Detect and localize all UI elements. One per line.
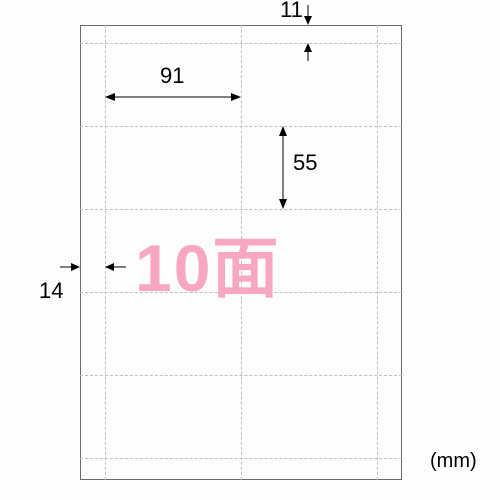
grid-h-bottom-margin	[80, 458, 402, 459]
dim-cell-width-arrow	[105, 90, 241, 104]
grid-h-2	[80, 209, 402, 210]
grid-h-4	[80, 375, 402, 376]
diagram-canvas: 11 91 55 14 10面 (mm)	[0, 0, 500, 500]
dim-cell-width-label: 91	[160, 63, 184, 89]
dim-cell-height-label: 55	[293, 150, 317, 176]
dim-cell-height-arrow	[276, 126, 290, 209]
dim-left-margin-arrow	[54, 260, 134, 274]
grid-v-right-margin	[377, 25, 378, 480]
dim-top-margin-arrow	[298, 1, 318, 61]
grid-h-1	[80, 126, 402, 127]
dim-left-margin-label: 14	[39, 278, 63, 304]
faces-count-label: 10面	[135, 215, 280, 311]
unit-label: (mm)	[430, 450, 477, 473]
grid-h-top-margin	[80, 43, 402, 44]
